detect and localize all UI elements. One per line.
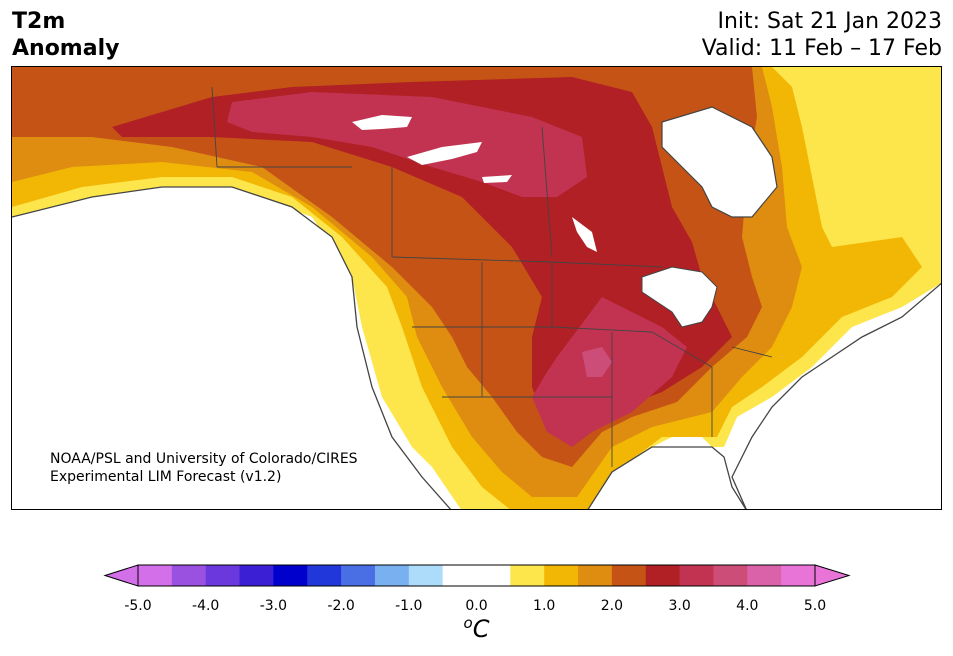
colorbar-swatch (544, 565, 579, 586)
colorbar-swatch (713, 565, 748, 586)
colorbar-tick-label: -1.0 (395, 598, 423, 614)
colorbar-tick-label: 0.0 (465, 598, 488, 614)
great-slave-lake (352, 115, 412, 130)
colorbar-extend-low (103, 564, 139, 587)
colorbar-swatch (205, 565, 241, 586)
colorbar-ticks: -5.0 -4.0 -3.0 -2.0 -1.0 0.0 1.0 2.0 3.0 4.0 5.0 (0, 598, 953, 618)
colorbar-tick-label: 3.0 (668, 598, 691, 614)
great-lakes (641, 266, 718, 328)
valid-dates: Valid: 11 Feb – 17 Feb (701, 36, 942, 61)
colorbar-swatch (239, 565, 274, 586)
colorbar-swatch (611, 565, 647, 586)
colorbar-tick-label: -3.0 (259, 598, 288, 614)
title-line-1: T2m (12, 9, 66, 34)
colorbar-swatch (781, 565, 816, 586)
colorbar-swatch (645, 565, 681, 586)
colorbar-swatch (578, 565, 613, 586)
anomaly-map: NOAA/PSL and University of Colorado/CIRE… (11, 66, 942, 510)
political-borders (211, 86, 773, 467)
colorbar-swatch (171, 565, 207, 586)
unit-celsius: C (472, 615, 490, 643)
colorbar-swatch (374, 565, 410, 586)
colorbar-swatch (679, 565, 714, 586)
coastline (12, 186, 941, 509)
colorbar-swatch (138, 565, 173, 586)
init-date: Init: Sat 21 Jan 2023 (717, 9, 942, 34)
atlantic-ocean (732, 283, 941, 509)
colorbar-tick-label: -4.0 (192, 598, 220, 614)
pacific-ocean (12, 187, 451, 509)
colorbar-extend-high (814, 564, 851, 587)
anomaly-level-6 (227, 92, 587, 197)
credit-line-1: NOAA/PSL and University of Colorado/CIRE… (50, 451, 358, 467)
map-title: T2m Anomaly (12, 8, 119, 62)
colorbar-swatch (442, 565, 477, 586)
colorbar-tick-label: -5.0 (124, 598, 152, 614)
colorbar-swatch (510, 565, 545, 586)
colorbar-swatch (408, 565, 444, 586)
lake-winnipeg (572, 217, 597, 252)
anomaly-level-7 (582, 347, 612, 377)
colorbar-tick-label: -2.0 (327, 598, 355, 614)
credit-line-2: Experimental LIM Forecast (v1.2) (50, 469, 281, 485)
colorbar-swatch (307, 565, 342, 586)
title-line-2: Anomaly (12, 36, 120, 61)
colorbar (103, 564, 851, 587)
colorbar-border (137, 564, 816, 587)
anomaly-level-6b (532, 297, 687, 447)
hudson-bay (661, 106, 778, 218)
unit-degree: o (463, 614, 473, 632)
colorbar-tick-label: 5.0 (803, 598, 827, 614)
colorbar-tick-label: 2.0 (600, 598, 624, 614)
colorbar-unit: oC (0, 614, 953, 643)
great-bear-lake (407, 142, 482, 165)
colorbar-swatch (747, 565, 782, 586)
map-canvas: NOAA/PSL and University of Colorado/CIRE… (12, 67, 941, 509)
lake-athabasca (482, 175, 512, 183)
colorbar-tick-label: 1.0 (533, 598, 556, 614)
colorbar-swatch (341, 565, 376, 586)
colorbar-swatch (273, 565, 308, 586)
forecast-dates: Init: Sat 21 Jan 2023 Valid: 11 Feb – 17… (702, 8, 942, 62)
colorbar-swatch (476, 565, 511, 586)
colorbar-tick-label: 4.0 (736, 598, 759, 614)
